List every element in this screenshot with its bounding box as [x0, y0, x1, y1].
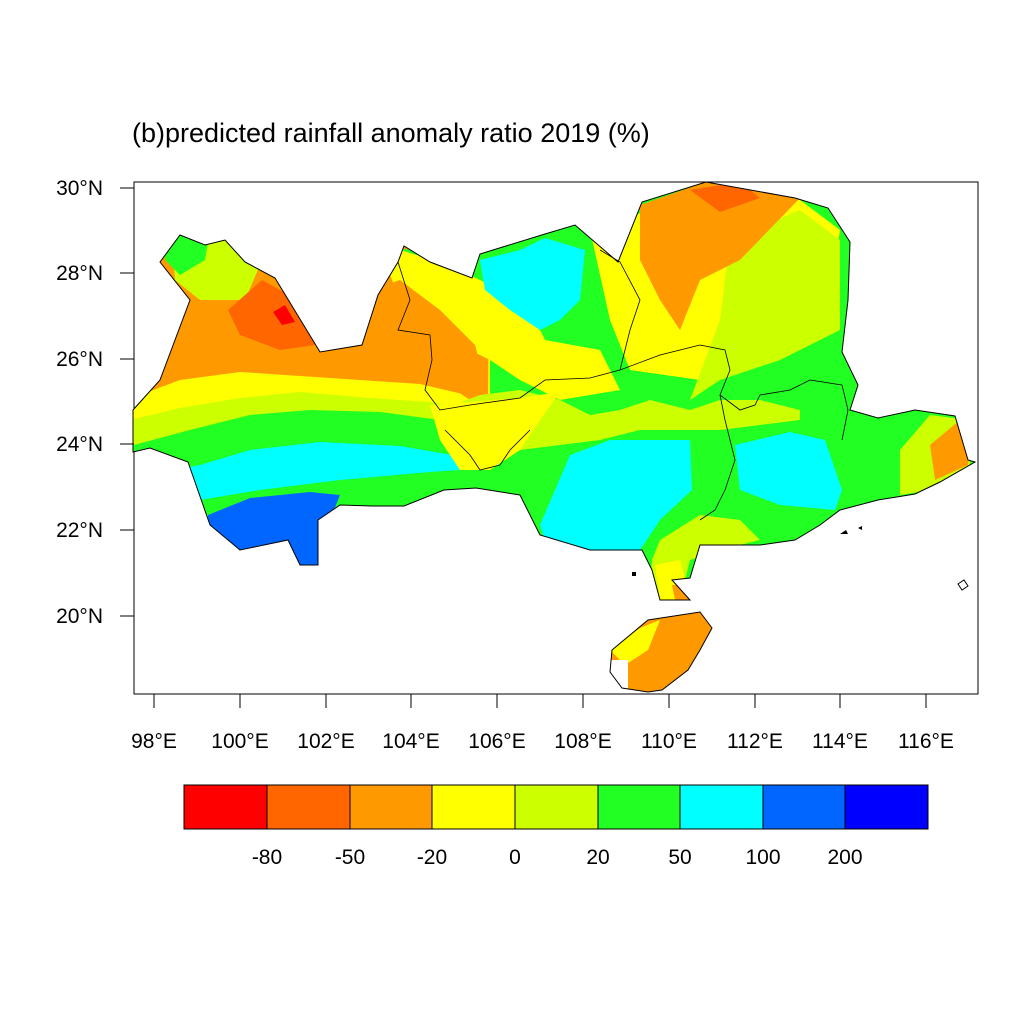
colorbar-label: 100: [745, 846, 780, 869]
colorbar-box: [679, 784, 764, 830]
colorbar-box: [762, 784, 846, 830]
lon-label: 98°E: [131, 730, 177, 753]
island-small-3: [858, 526, 862, 530]
colorbar-box: [266, 784, 351, 830]
colorbar-box: [349, 784, 433, 830]
band-100-se: [735, 432, 842, 510]
lat-label: 22°N: [56, 519, 103, 542]
lon-axis: 98°E 100°E 102°E 104°E 106°E 108°E 110°E…: [131, 694, 954, 753]
lon-label: 112°E: [727, 730, 783, 753]
province-border-2: [599, 249, 641, 371]
lon-label: 104°E: [382, 730, 439, 753]
lat-axis: 30°N 28°N 26°N 24°N 22°N 20°N: [56, 177, 134, 628]
province-border-5: [841, 384, 849, 441]
colorbar-box: [597, 784, 681, 830]
colorbar-box: [514, 784, 599, 830]
hainan-outline: [609, 611, 713, 693]
lon-label: 106°E: [468, 730, 525, 753]
band-neg50-ne: [690, 182, 760, 212]
province-border-3: [444, 429, 531, 471]
colorbar-label: 20: [586, 846, 609, 869]
band-100-center: [480, 238, 585, 330]
lon-label: 110°E: [641, 730, 697, 753]
band-200-sw: [208, 492, 340, 565]
colorbar-label: -20: [417, 846, 447, 869]
band-0-hainan: [610, 620, 660, 665]
band-0-south: [430, 392, 560, 470]
lat-label: 26°N: [56, 348, 103, 371]
band-neg20-ne: [640, 182, 800, 330]
lat-label: 28°N: [56, 262, 103, 285]
province-border-4: [699, 394, 736, 521]
lat-label: 30°N: [56, 177, 103, 200]
lon-label: 116°E: [898, 730, 954, 753]
lon-label: 102°E: [297, 730, 354, 753]
lon-label: 100°E: [211, 730, 268, 753]
land-outline: [132, 181, 977, 601]
band-neg80-nw: [273, 305, 295, 325]
island-small-2: [840, 530, 848, 534]
colorbar-label: -50: [335, 846, 365, 869]
colorbar: -80 -50 -20 0 20 50 100 200: [183, 784, 929, 869]
colorbar-label: 200: [827, 846, 862, 869]
lat-label: 24°N: [56, 433, 103, 456]
band-0-center: [380, 250, 620, 400]
band-20-ne: [690, 210, 840, 400]
lon-label: 114°E: [812, 730, 868, 753]
colorbar-box: [183, 784, 268, 830]
colorbar-label: 50: [668, 846, 691, 869]
island-small-1: [632, 572, 636, 576]
colorbar-box: [431, 784, 516, 830]
island-east: [957, 579, 969, 591]
band-100-south: [540, 440, 692, 550]
colorbar-box: [844, 784, 929, 830]
lat-label: 20°N: [56, 605, 103, 628]
colorbar-label: -80: [252, 846, 282, 869]
colorbar-label: 0: [509, 846, 521, 869]
map-title: (b)predicted rainfall anomaly ratio 2019…: [132, 118, 650, 148]
lon-label: 108°E: [554, 730, 611, 753]
